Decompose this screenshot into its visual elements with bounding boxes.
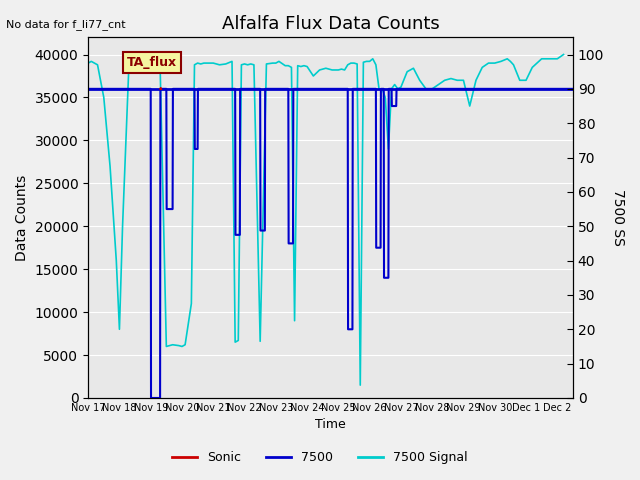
Title: Alfalfa Flux Data Counts: Alfalfa Flux Data Counts — [221, 15, 440, 33]
Text: TA_flux: TA_flux — [127, 56, 177, 69]
Y-axis label: 7500 SS: 7500 SS — [611, 189, 625, 246]
X-axis label: Time: Time — [315, 419, 346, 432]
Legend: Sonic, 7500, 7500 Signal: Sonic, 7500, 7500 Signal — [167, 446, 473, 469]
Text: No data for f_li77_cnt: No data for f_li77_cnt — [6, 19, 126, 30]
Y-axis label: Data Counts: Data Counts — [15, 175, 29, 261]
